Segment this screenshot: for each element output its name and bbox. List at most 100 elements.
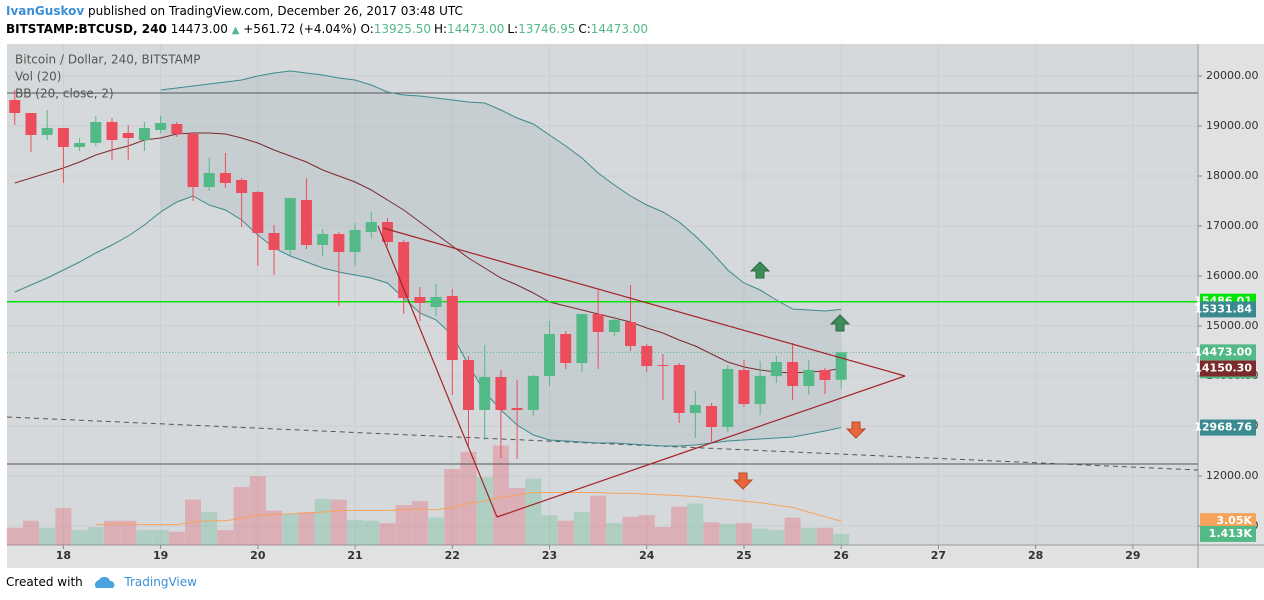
volume-ma-line [95, 492, 842, 526]
volume-bar [735, 523, 752, 545]
volume-ma-label: 3.05K [1216, 514, 1252, 527]
candle-body [317, 234, 329, 245]
candle-body [495, 377, 507, 410]
candle-body [625, 322, 637, 346]
candle-body [835, 352, 847, 380]
volume-bar [330, 499, 347, 545]
volume-bar [71, 530, 88, 545]
indicator-legend: BB (20, close, 2) [15, 87, 114, 101]
volume-bar [363, 520, 380, 545]
volume-bar [314, 498, 331, 545]
volume-bar [87, 526, 104, 545]
created-with: Created with [6, 575, 83, 589]
volume-ma-label-box [1200, 513, 1256, 530]
y-tick-label: 19000.00 [1206, 119, 1259, 132]
bb-lower-label: 12968.76 [1194, 421, 1252, 434]
candle-body [106, 122, 118, 140]
last-price-label-box [1200, 344, 1256, 361]
volume-bar [152, 530, 169, 545]
candle-body [803, 370, 815, 386]
candle-body [770, 362, 782, 376]
volume-bar [249, 476, 266, 545]
candle-body [706, 406, 718, 427]
symbol-line: BITSTAMP:BTCUSD, 240 14473.00 ▲ +561.72 … [6, 20, 1256, 38]
candle-body [155, 123, 167, 130]
y-tick-label: 20000.00 [1206, 69, 1259, 82]
volume-bar [104, 520, 121, 545]
bb-upper-line [160, 70, 842, 312]
candle-body [462, 360, 474, 410]
candle-body [576, 314, 588, 363]
down-arrow [845, 421, 867, 439]
up-triangle: ▲ [231, 25, 240, 36]
volume-bar [428, 517, 445, 545]
candle-body [74, 143, 86, 147]
volume-bar [784, 517, 801, 545]
candle-body [544, 334, 556, 376]
candle-body [787, 362, 799, 386]
x-tick-label: 24 [639, 549, 655, 562]
x-tick-label: 23 [542, 549, 557, 562]
volume-bar [347, 519, 364, 545]
volume-bar [703, 522, 720, 545]
bb-upper-label-box [1200, 301, 1256, 318]
logo [94, 576, 114, 588]
y-tick-label: 16000.00 [1206, 269, 1259, 282]
candle-body [560, 334, 572, 363]
candle-body [819, 370, 831, 380]
volume-bar [379, 523, 396, 545]
candle-body [252, 192, 264, 233]
published: published on TradingView.com, December 2… [88, 4, 463, 18]
volume-bar [395, 505, 412, 545]
candle-body [446, 296, 458, 360]
volume-bar [671, 506, 688, 545]
candle-body [479, 377, 491, 410]
candle-body [138, 128, 150, 140]
candle-body [9, 100, 21, 113]
brand[interactable]: TradingView [124, 575, 197, 589]
candle-body [689, 405, 701, 413]
ohlc-key: C: [578, 22, 591, 36]
volume-bar [509, 487, 526, 545]
volume-bar [573, 512, 590, 545]
x-tick-label: 18 [56, 549, 71, 562]
y-tick-label: 12000.00 [1206, 469, 1259, 482]
volume-bar [557, 520, 574, 545]
candle-body [511, 408, 523, 410]
candle-body [122, 133, 134, 138]
volume-bar [266, 510, 283, 545]
volume-bar [816, 527, 833, 545]
volume-bar [120, 520, 137, 545]
author[interactable]: IvanGuskov [6, 4, 85, 18]
ohlc-key: O: [360, 22, 374, 36]
volume-bar [476, 476, 493, 545]
chart-title: Bitcoin / Dollar, 240, BITSTAMP [15, 53, 200, 67]
y-tick-label: 18000.00 [1206, 169, 1259, 182]
volume-bar [6, 527, 23, 545]
x-tick-label: 26 [834, 549, 850, 562]
candle-body [641, 346, 653, 366]
band-fill [160, 71, 842, 446]
x-tick-label: 29 [1125, 549, 1140, 562]
publish-line: IvanGuskov published on TradingView.com,… [6, 2, 1256, 20]
ohlc-value: 14473.00 [447, 22, 505, 36]
logo-cloud [94, 576, 114, 588]
candle-body [738, 370, 750, 404]
volume-label: 1.413K [1209, 527, 1253, 540]
volume-bar [719, 523, 736, 545]
trend-line [382, 227, 906, 377]
volume-bar [136, 530, 153, 545]
volume-bar [800, 527, 817, 545]
bb-middle-label-box [1200, 360, 1256, 377]
y-tick-label: 17000.00 [1206, 219, 1259, 232]
candle-body [398, 242, 410, 298]
volume-label-box [1200, 525, 1256, 542]
bb-lower-line [14, 195, 842, 447]
candle-body [187, 134, 199, 187]
candle-body [284, 198, 296, 250]
x-tick-label: 21 [347, 549, 362, 562]
volume-bar [687, 503, 704, 545]
bb-upper-label: 15331.84 [1194, 302, 1252, 315]
x-tick-label: 20 [250, 549, 266, 562]
volume-bar [492, 445, 509, 545]
